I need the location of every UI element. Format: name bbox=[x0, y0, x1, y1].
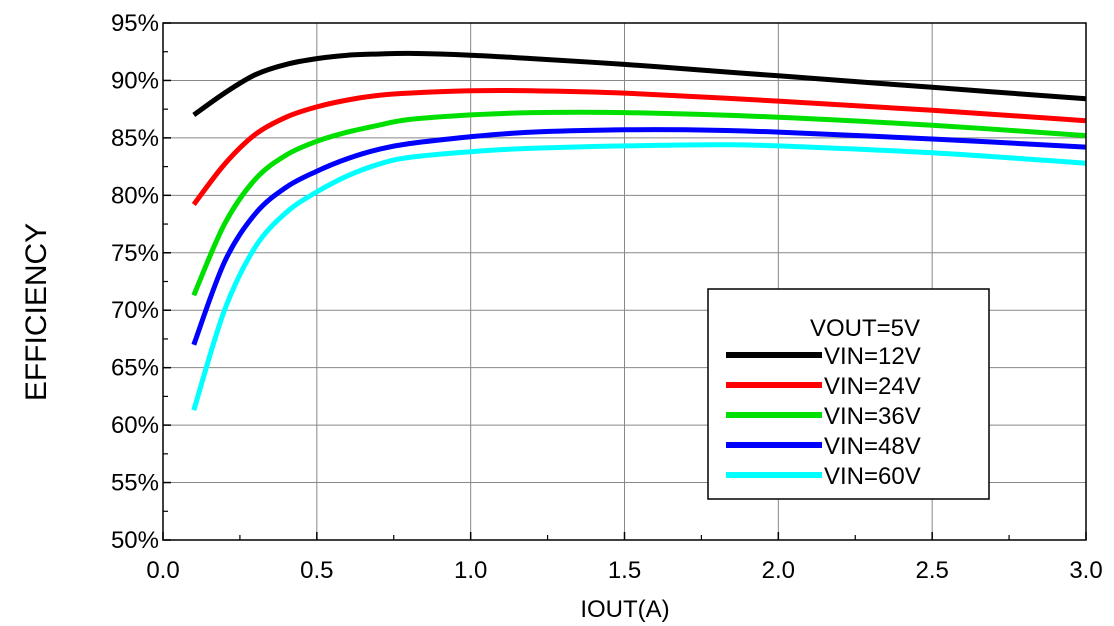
x-tick-label: 2.0 bbox=[762, 557, 795, 584]
x-tick-label: 0.0 bbox=[146, 557, 179, 584]
legend-label-vin-12v: VIN=12V bbox=[824, 343, 921, 370]
x-tick-label: 0.5 bbox=[300, 557, 333, 584]
y-tick-label: 50% bbox=[111, 527, 159, 554]
legend-label-vin-36v: VIN=36V bbox=[824, 403, 921, 430]
series-line-vin-48v bbox=[191, 127, 1087, 346]
y-axis-title: EFFICIENCY bbox=[20, 223, 53, 401]
legend-items: VIN=12V VIN=24V VIN=36V VIN=48V VIN=60V bbox=[726, 343, 921, 490]
x-tick-label: 3.0 bbox=[1069, 557, 1102, 584]
y-tick-label: 90% bbox=[111, 67, 159, 94]
y-tick-label: 80% bbox=[111, 182, 159, 209]
x-tick-label: 1.0 bbox=[454, 557, 487, 584]
y-tick-label: 65% bbox=[111, 355, 159, 382]
y-tick-labels: 50% 55% 60% 65% 70% 75% 80% 85% 90% 95% bbox=[111, 10, 159, 554]
y-tick-label: 75% bbox=[111, 240, 159, 267]
grid-lines bbox=[163, 23, 1086, 540]
legend-title: VOUT=5V bbox=[810, 315, 920, 342]
series-line-vin-12v bbox=[192, 50, 1087, 117]
legend-label-vin-60v: VIN=60V bbox=[824, 463, 921, 490]
legend-box bbox=[707, 288, 990, 500]
legend-label-vin-24v: VIN=24V bbox=[824, 373, 921, 400]
y-tick-label: 95% bbox=[111, 10, 159, 37]
x-axis-title: IOUT(A) bbox=[580, 596, 669, 623]
y-tick-label: 70% bbox=[111, 297, 159, 324]
series-line-vin-36v bbox=[191, 109, 1087, 297]
x-tick-label: 2.5 bbox=[915, 557, 948, 584]
x-tick-labels: 0.0 0.5 1.0 1.5 2.0 2.5 3.0 bbox=[146, 557, 1102, 584]
series-line-vin-24v bbox=[191, 88, 1087, 207]
series-line-vin-60v bbox=[191, 142, 1087, 411]
legend-label-vin-48v: VIN=48V bbox=[824, 433, 921, 460]
y-tick-label: 60% bbox=[111, 412, 159, 439]
y-tick-label: 55% bbox=[111, 470, 159, 497]
series-lines bbox=[191, 50, 1087, 411]
y-tick-label: 85% bbox=[111, 125, 159, 152]
x-tick-label: 1.5 bbox=[608, 557, 641, 584]
plot-frame bbox=[162, 22, 1087, 541]
legend: VOUT=5V VIN=12VVIN=24VVIN=36VVIN=48VVIN=… bbox=[707, 288, 990, 500]
